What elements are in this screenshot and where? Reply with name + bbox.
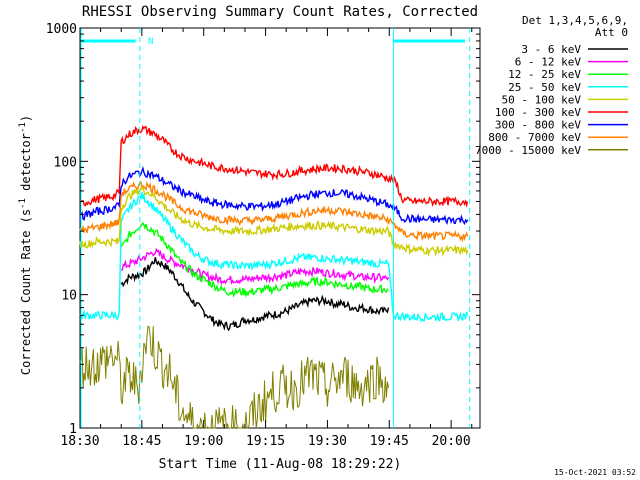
plot-frame-group [79,27,481,429]
y-axis-label: Corrected Count Rate (s-1 detector-1) [18,115,33,375]
y-tick-label: 1 [69,422,77,437]
legend-label: 6 - 12 keV [515,56,582,69]
x-tick-label: 19:45 [370,434,409,449]
plot-frame [79,27,481,429]
series-line [79,325,389,429]
night-label: N [148,37,153,47]
legend-header: Det 1,3,4,5,6,9, [522,14,628,27]
x-axis-label: Start Time (11-Aug-08 18:29:22) [159,457,402,472]
legend-label: 25 - 50 keV [508,81,581,94]
series-line [121,247,390,286]
x-tick-label: 19:00 [184,434,223,449]
x-tick-label: 18:30 [60,434,99,449]
legend-label: 7000 - 15000 keV [475,144,581,157]
series-line [79,165,469,226]
x-axis: 18:30 18:45 19:00 19:15 19:30 19:45 20:00 [60,28,473,449]
x-tick-label: 19:30 [308,434,347,449]
legend-label: 12 - 25 keV [508,68,581,81]
legend-label: 800 - 7000 keV [488,131,581,144]
legend-header: Att 0 [595,26,628,39]
series-line [79,125,469,208]
y-tick-label: 100 [54,155,77,170]
series-line [120,222,389,299]
series-group [79,125,469,429]
y-tick-label: 10 [61,289,77,304]
legend-label: 50 - 100 keV [502,93,582,106]
legend-label: 100 - 300 keV [495,106,581,119]
y-axis: 1 10 100 1000 [46,22,480,437]
chart-title: RHESSI Observing Summary Count Rates, Co… [82,4,478,20]
footer-date: 15-Oct-2021 03:52 [554,468,636,477]
legend-label: 3 - 6 keV [521,43,581,56]
series-line [120,257,390,332]
x-tick-label: 20:00 [432,434,471,449]
x-tick-label: 18:45 [122,434,161,449]
saa-night-markers: N [80,28,471,428]
series-line [79,183,469,257]
x-tick-label: 19:15 [246,434,285,449]
series-line [79,180,469,243]
series-line [79,192,469,323]
y-tick-label: 1000 [46,22,77,37]
legend-label: 300 - 800 keV [495,119,581,132]
